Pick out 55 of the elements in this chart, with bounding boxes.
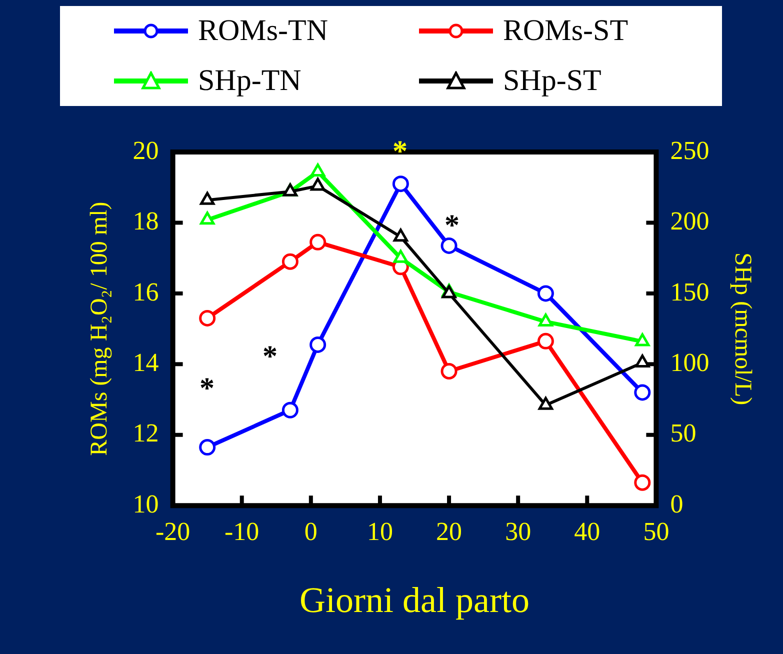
y-tick-label: 10	[132, 489, 159, 518]
y2-tick-label: 200	[670, 206, 710, 236]
point	[310, 178, 326, 191]
point	[310, 336, 326, 353]
point	[310, 164, 326, 177]
annotation: *	[200, 372, 214, 405]
x-tick-label: 30	[505, 517, 532, 546]
point	[282, 402, 298, 418]
point	[634, 384, 651, 401]
legend-label: ROMs-ST	[503, 14, 628, 48]
annotation: *	[262, 340, 278, 373]
y2-tick-label: 50	[670, 418, 696, 448]
y-tick-label: 20	[132, 136, 159, 165]
y-tick-label: 18	[132, 206, 159, 236]
point	[199, 310, 216, 326]
x-tick-label: -10	[224, 517, 260, 546]
y-axis-title: ROMs (mg H₂O₂/ 100 ml)	[86, 202, 113, 456]
annotation: *	[444, 208, 460, 242]
y2-tick-label: 0	[670, 489, 684, 518]
point	[537, 285, 554, 302]
point	[538, 396, 554, 410]
legend-label: SHp-TN	[198, 64, 302, 98]
y-tick-label: 12	[132, 418, 159, 448]
point	[635, 333, 650, 346]
point	[442, 285, 456, 298]
x-tick-label: 10	[366, 517, 393, 546]
y2-tick-label: 150	[670, 277, 710, 306]
legend-label: SHp-ST	[503, 64, 602, 98]
point	[440, 237, 458, 254]
point	[393, 250, 408, 263]
x-tick-label: 40	[574, 517, 600, 546]
point	[310, 234, 326, 250]
y2-tick-label: 250	[670, 136, 710, 165]
x-axis-title: Giorni dal parto	[300, 580, 530, 620]
annotation: *	[392, 134, 408, 168]
point	[282, 253, 298, 270]
y2-tick-label: 100	[670, 348, 710, 377]
point	[635, 354, 650, 368]
point	[538, 313, 554, 326]
point	[392, 176, 409, 192]
x-tick-label: -20	[155, 517, 190, 546]
point	[200, 212, 215, 225]
y-tick-label: 14	[132, 348, 159, 377]
x-tick-label: 0	[304, 517, 318, 546]
point	[393, 228, 408, 242]
y-tick-label: 16	[132, 277, 159, 306]
x-tick-label: 20	[436, 517, 462, 546]
point	[537, 332, 554, 350]
legend-label: ROMs-TN	[198, 14, 328, 48]
point	[199, 439, 216, 456]
point	[200, 192, 215, 205]
point	[634, 474, 651, 491]
x-tick-label: 50	[643, 517, 670, 546]
y2-axis-title: SHp (mcmol/L)	[729, 252, 756, 406]
point	[440, 362, 458, 380]
